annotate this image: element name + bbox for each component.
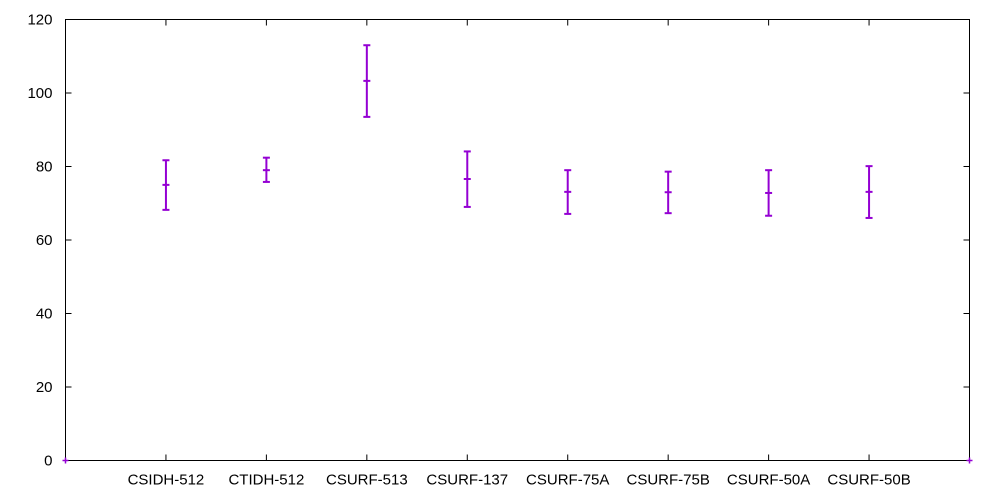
error-bar bbox=[564, 169, 572, 215]
error-bar bbox=[363, 44, 371, 118]
x-tick-label: CSURF-137 bbox=[426, 472, 508, 489]
x-tick-label: CSURF-513 bbox=[326, 472, 408, 489]
y-tick-label: 0 bbox=[44, 453, 52, 470]
x-tick-label: CSIDH-512 bbox=[128, 472, 205, 489]
x-axis: CSIDH-512 CTIDH-512 CSURF-513 CSURF-137 CSUR… bbox=[128, 19, 911, 489]
error-bar bbox=[162, 159, 170, 211]
error-bar bbox=[664, 170, 672, 215]
error-bar bbox=[765, 169, 773, 217]
x-tick-label: CSURF-75B bbox=[626, 472, 709, 489]
error-bar bbox=[865, 165, 873, 219]
corner-point bbox=[966, 457, 973, 464]
error-bar-series bbox=[62, 44, 973, 464]
y-tick-label: 120 bbox=[27, 12, 52, 29]
x-tick-label: CSURF-50B bbox=[827, 472, 910, 489]
y-tick-label: 40 bbox=[36, 306, 53, 323]
y-tick-label: 20 bbox=[36, 379, 53, 396]
y-tick-label: 60 bbox=[36, 232, 53, 249]
plot-frame bbox=[65, 19, 970, 461]
y-tick-label: 80 bbox=[36, 159, 53, 176]
x-tick-label: CSURF-50A bbox=[727, 472, 810, 489]
y-axis: 0 20 40 60 80 100 120 bbox=[27, 12, 970, 470]
error-bar bbox=[463, 150, 471, 208]
corner-point bbox=[62, 457, 69, 464]
x-tick-label: CSURF-75A bbox=[526, 472, 609, 489]
y-tick-label: 100 bbox=[27, 85, 52, 102]
error-bar bbox=[262, 156, 270, 183]
x-tick-label: CTIDH-512 bbox=[228, 472, 304, 489]
